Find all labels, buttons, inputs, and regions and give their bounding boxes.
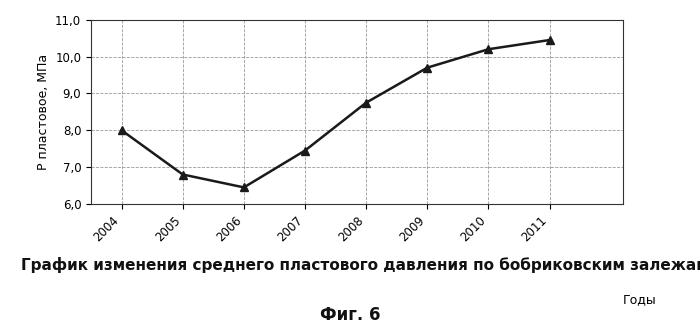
Text: Фиг. 6: Фиг. 6 bbox=[320, 306, 380, 324]
Y-axis label: Р пластовое, МПа: Р пластовое, МПа bbox=[36, 54, 50, 170]
Text: Годы: Годы bbox=[623, 293, 657, 306]
Text: График изменения среднего пластового давления по бобриковским залежам.: График изменения среднего пластового дав… bbox=[21, 257, 700, 273]
